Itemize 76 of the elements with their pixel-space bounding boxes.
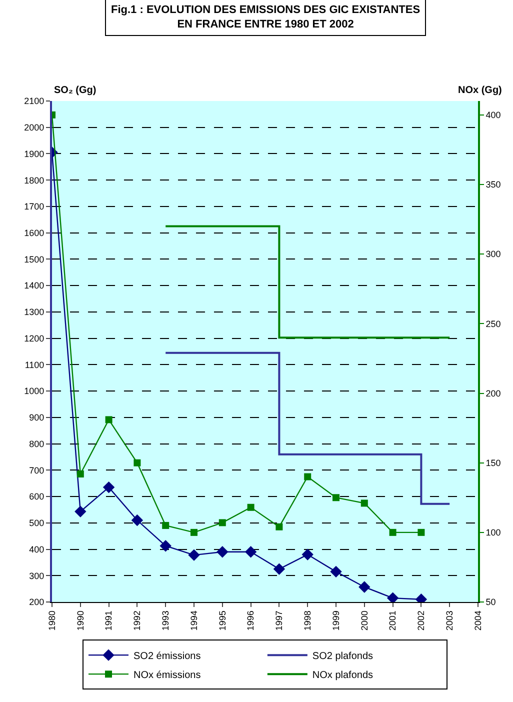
- y-tick-label: 1900: [24, 148, 44, 159]
- y-tick-label: 1300: [24, 307, 44, 318]
- point: [131, 514, 144, 526]
- legend-label: SO2 plafonds: [312, 650, 374, 662]
- y-axis-title: SO₂ (Gg): [54, 85, 96, 96]
- y2-tick-label: 50: [486, 597, 496, 608]
- point: [386, 592, 399, 602]
- x-tick-label: 2000: [359, 610, 370, 631]
- x-tick-label: 1993: [160, 610, 171, 631]
- y-tick-label: 800: [29, 438, 44, 449]
- point: [162, 522, 170, 529]
- y-tick-label: 1600: [24, 228, 44, 238]
- point: [332, 494, 340, 502]
- point: [105, 416, 112, 424]
- y-tick-label: 300: [29, 570, 44, 581]
- y2-tick-label: 100: [486, 528, 501, 538]
- x-tick-label: 1997: [274, 610, 284, 631]
- point: [74, 506, 86, 518]
- y2-axis-title: NOx (Gg): [458, 85, 502, 96]
- point: [330, 566, 342, 578]
- y2-tick-label: 250: [486, 318, 501, 329]
- y-tick-label: 1700: [24, 202, 44, 212]
- point: [102, 481, 115, 494]
- y-tick-label: 1800: [24, 175, 44, 186]
- y-tick-label: 1400: [24, 280, 44, 291]
- x-tick-label: 1980: [46, 610, 57, 631]
- point: [273, 563, 286, 575]
- x-tick-label: 1996: [246, 610, 256, 631]
- x-tick-label: 1994: [188, 610, 199, 631]
- point: [358, 581, 370, 593]
- legend-label: NOx plafonds: [312, 670, 374, 681]
- point: [134, 459, 141, 466]
- point: [216, 546, 228, 558]
- legend-label: SO2 émissions: [134, 650, 201, 662]
- chart-title: Fig.1 : EVOLUTION DES EMISSIONS DES GIC EXISTANTES EN FRANCE ENTRE 1980 ET 2002: [111, 4, 420, 30]
- point: [276, 523, 283, 530]
- y-tick-label: 2100: [24, 96, 44, 106]
- x-tick-label: 1992: [132, 610, 142, 631]
- x-tick-label: 2001: [388, 610, 398, 631]
- y-tick-label: 500: [29, 518, 44, 528]
- x-tick-label: 1990: [75, 610, 86, 631]
- point: [76, 470, 84, 478]
- point: [247, 504, 254, 511]
- legend-label: NOx émissions: [134, 670, 201, 681]
- point: [304, 473, 312, 480]
- y-tick-label: 600: [29, 492, 44, 502]
- y-tick-label: 2000: [24, 122, 44, 133]
- x-tick-label: 2002: [416, 610, 426, 631]
- point: [302, 548, 314, 560]
- x-tick-label: 1998: [302, 610, 313, 631]
- y2-tick-label: 400: [486, 110, 501, 120]
- y2-tick-label: 300: [486, 249, 501, 260]
- point: [360, 500, 368, 507]
- point: [418, 528, 425, 536]
- y2-tick-label: 350: [486, 180, 501, 190]
- point: [244, 546, 257, 558]
- y-tick-label: 1200: [24, 333, 44, 344]
- y2-tick-label: 200: [486, 388, 501, 398]
- y-tick-label: 900: [29, 412, 44, 423]
- x-tick-label: 2003: [444, 610, 455, 631]
- y-tick-label: 1100: [24, 360, 44, 370]
- y-tick-label: 1500: [24, 254, 44, 264]
- x-tick-label: 1999: [330, 610, 341, 631]
- point: [190, 528, 198, 536]
- point: [160, 540, 172, 552]
- y-tick-label: 1000: [24, 386, 44, 396]
- y-tick-label: 200: [29, 597, 44, 608]
- y-tick-label: 700: [29, 465, 44, 476]
- x-tick-label: 2004: [472, 610, 483, 631]
- x-tick-label: 1991: [104, 610, 114, 631]
- point: [188, 549, 200, 561]
- y-tick-label: 400: [29, 544, 44, 554]
- point: [389, 528, 396, 536]
- point: [218, 519, 226, 526]
- y2-tick-label: 150: [486, 458, 501, 468]
- x-tick-label: 1995: [217, 610, 228, 631]
